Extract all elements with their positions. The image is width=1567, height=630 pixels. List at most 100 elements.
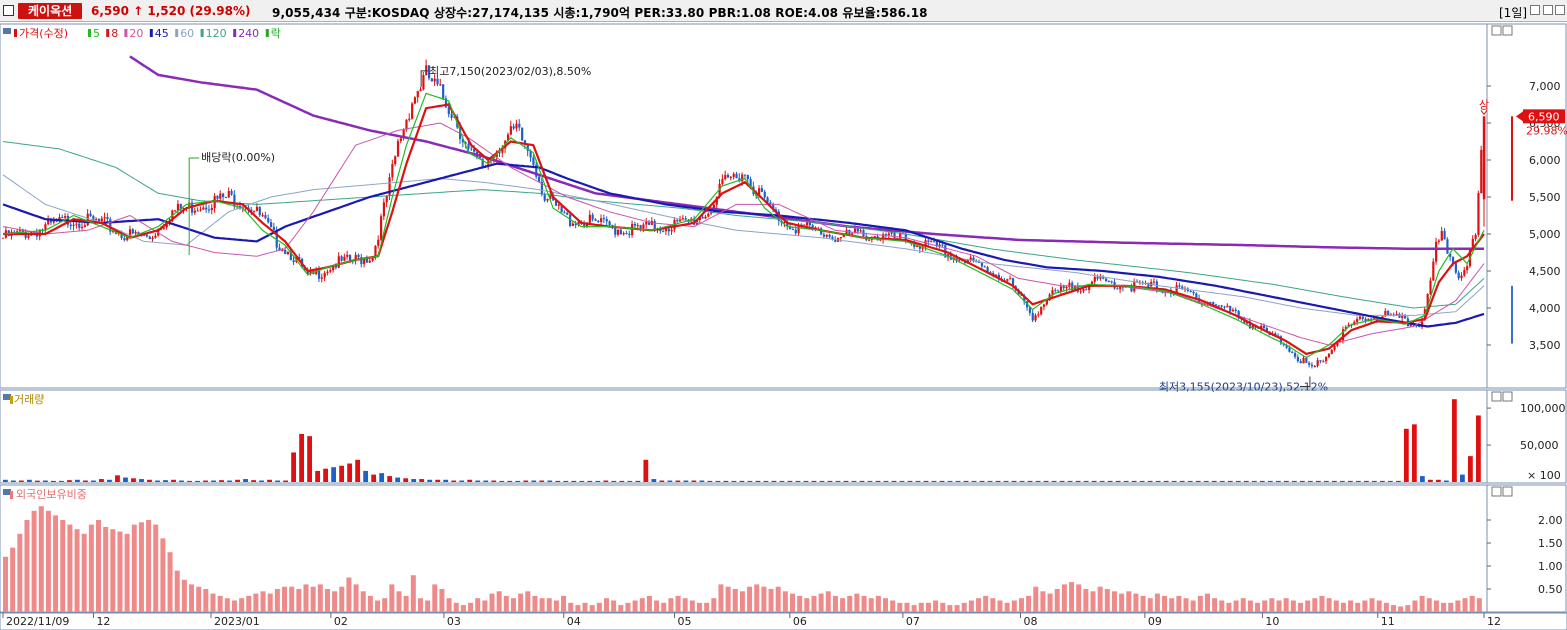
foreign-bar <box>854 593 860 612</box>
foreign-bar <box>339 586 345 612</box>
volume-bar <box>971 480 977 482</box>
candle-body <box>1460 275 1463 279</box>
volume-bar <box>443 479 449 482</box>
volume-bar <box>539 480 545 482</box>
foreign-bar <box>1255 602 1261 612</box>
volume-bar <box>771 480 777 482</box>
candle-body <box>893 231 896 239</box>
candle-body <box>436 78 439 85</box>
candle-body <box>608 221 611 225</box>
candle-body <box>670 229 673 232</box>
candle-body <box>1279 336 1283 344</box>
candle-body <box>989 272 992 274</box>
volume-bar <box>1083 480 1089 482</box>
volume-bar <box>187 480 192 482</box>
foreign-bar <box>1390 605 1396 612</box>
volume-bar <box>99 479 104 482</box>
foreign-bar <box>1383 602 1389 612</box>
volume-bar <box>659 480 665 482</box>
foreign-bar <box>417 598 423 612</box>
candle-body <box>176 203 180 211</box>
candle-body <box>230 191 233 195</box>
foreign-bar <box>1305 600 1311 612</box>
foreign-bar <box>432 584 438 612</box>
candle-body <box>978 261 981 263</box>
candle-body <box>1356 318 1359 322</box>
candle-body <box>1288 347 1291 352</box>
volume-bar <box>619 480 625 482</box>
candle-body <box>134 232 137 234</box>
limit-up-arrow <box>1480 110 1488 116</box>
candle-body <box>1231 309 1235 312</box>
foreign-bar <box>1069 582 1075 612</box>
volume-bar <box>363 470 369 482</box>
foreign-bar <box>1340 602 1346 612</box>
candle-body <box>334 265 338 268</box>
select-checkbox[interactable] <box>3 5 14 16</box>
volume-bar <box>251 480 256 482</box>
candle-body <box>600 218 603 223</box>
foreign-bar <box>1040 591 1046 612</box>
foreign-bar <box>360 591 366 612</box>
restore-icon[interactable] <box>1543 5 1553 15</box>
minimize-icon[interactable] <box>1530 5 1540 15</box>
candle-body <box>1096 276 1099 279</box>
candle-body <box>365 258 369 263</box>
candle-body <box>636 225 639 227</box>
candle-body <box>927 240 930 242</box>
panel-menu-icon-1 <box>3 28 11 34</box>
volume-bar <box>715 480 721 482</box>
foreign-bar <box>711 598 717 612</box>
candle-body <box>616 229 620 235</box>
panel-max-icon-2 <box>1491 391 1502 402</box>
candle-body <box>1071 282 1074 291</box>
candle-body <box>1454 263 1457 273</box>
candle-body <box>972 257 975 262</box>
candle-body <box>591 214 594 220</box>
candle-body <box>749 179 752 187</box>
close-icon[interactable] <box>1555 5 1565 15</box>
candle-body <box>664 228 668 232</box>
foreign-legend-swatch <box>10 491 13 499</box>
foreign-bar <box>210 593 216 612</box>
candle-body <box>1223 306 1226 308</box>
foreign-bar <box>1219 600 1225 612</box>
foreign-bar <box>38 506 44 612</box>
volume-bar <box>1187 480 1193 482</box>
candle-body <box>196 210 199 212</box>
volume-bar <box>19 480 24 482</box>
foreign-bar <box>1119 593 1125 612</box>
foreign-bar <box>1462 598 1468 612</box>
candle-body <box>645 221 648 225</box>
foreign-bar <box>503 595 509 612</box>
stock-name[interactable]: 케이옥션 <box>18 3 83 19</box>
foreign-bar <box>847 595 853 612</box>
volume-bar <box>1011 480 1017 482</box>
volume-bar <box>779 480 785 482</box>
volume-bar <box>323 468 329 482</box>
candle-body <box>1274 333 1277 336</box>
volume-bar <box>915 480 921 482</box>
candle-body <box>467 143 470 149</box>
candle-body <box>710 212 713 214</box>
volume-bar <box>283 480 288 482</box>
foreign-bar <box>1426 598 1432 612</box>
ma-line-45 <box>2 162 1485 328</box>
candle-body <box>1175 285 1178 293</box>
candle-body <box>1327 353 1331 358</box>
period-selector[interactable]: [1일] <box>1499 6 1528 20</box>
ma-line-8 <box>3 103 1485 356</box>
candle-body <box>284 249 287 255</box>
foreign-bar <box>1104 589 1110 612</box>
volume-bar <box>315 470 321 482</box>
candle-body <box>721 179 724 184</box>
legend-swatch <box>175 29 179 37</box>
candle-body <box>100 218 103 222</box>
panel-max-icon-1 <box>1491 25 1502 36</box>
foreign-bar <box>1061 584 1067 612</box>
volume-bar <box>1323 480 1329 482</box>
foreign-bar <box>1140 595 1146 612</box>
foreign-bar <box>1376 600 1382 612</box>
panel-close-icon-3 <box>1502 486 1513 497</box>
